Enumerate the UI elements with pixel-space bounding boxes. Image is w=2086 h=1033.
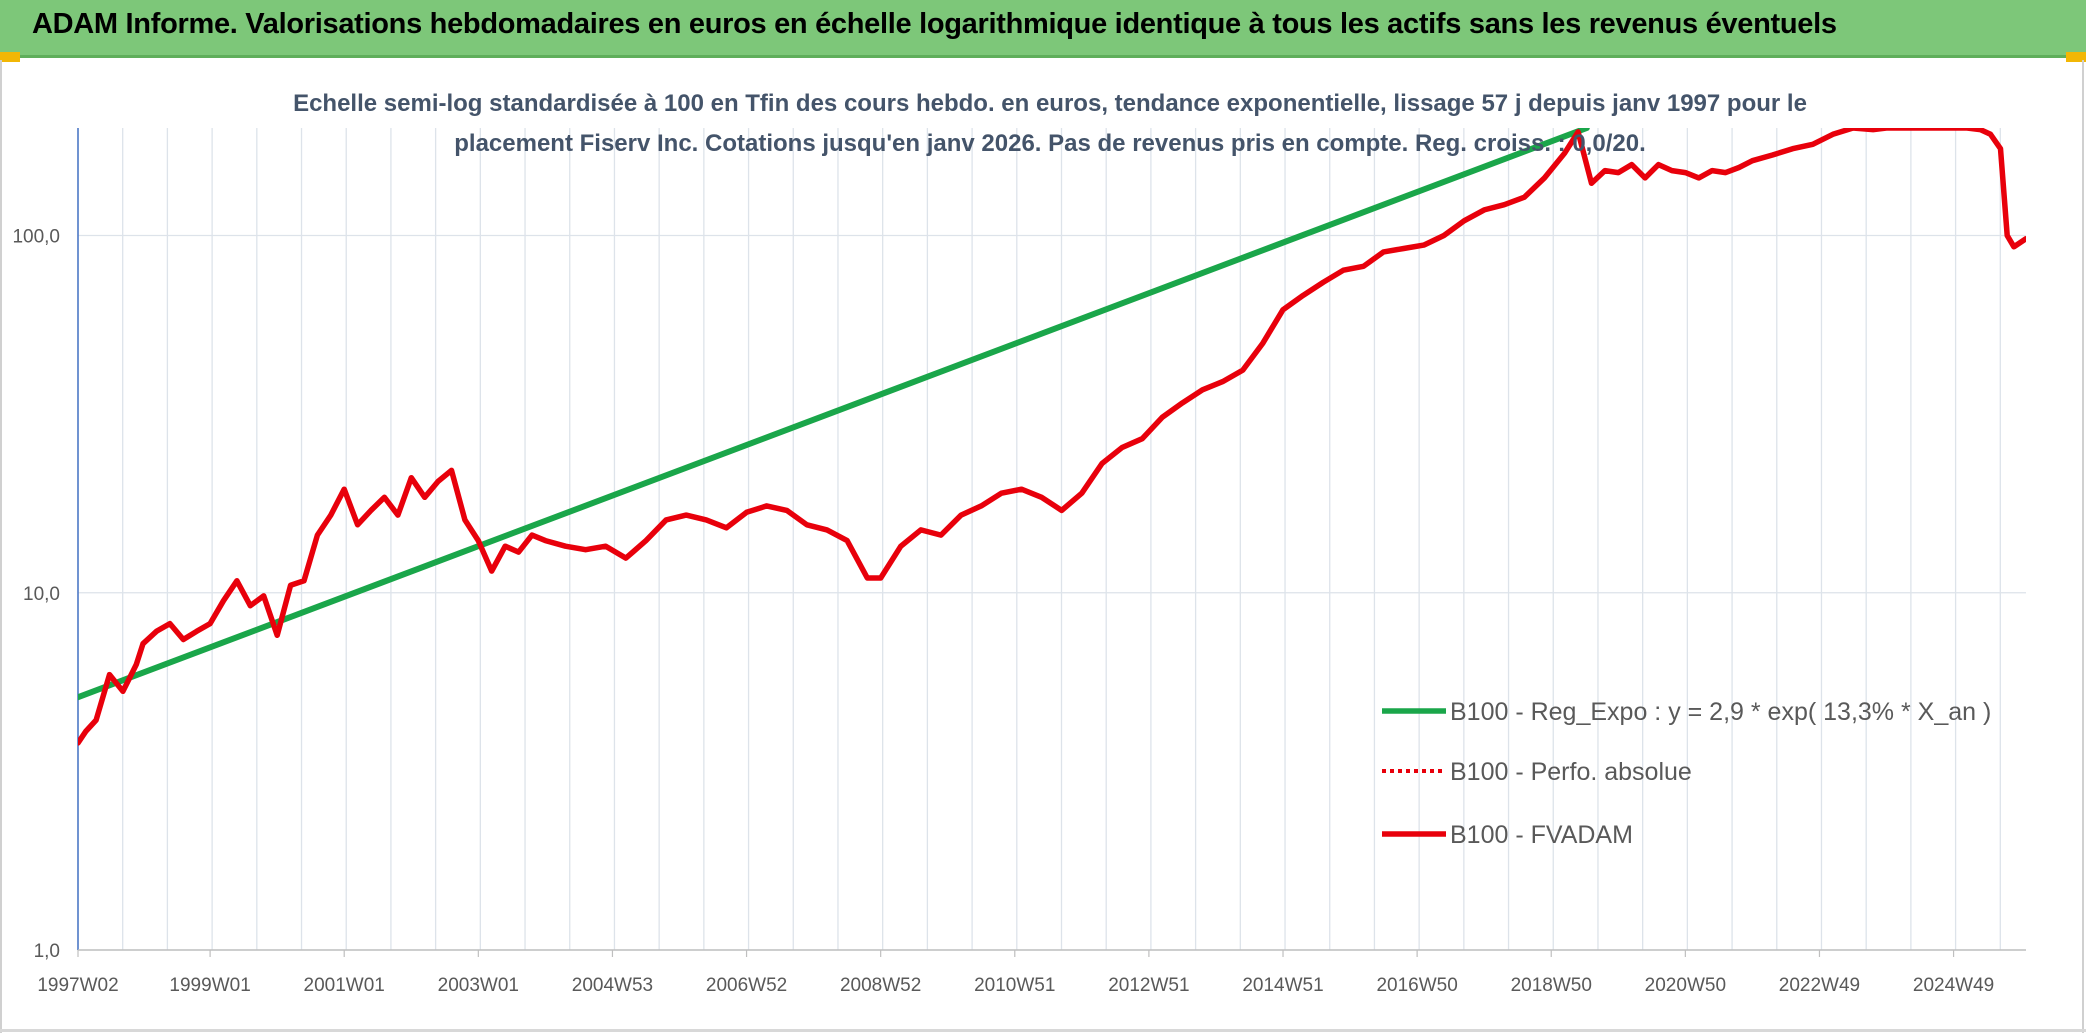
x-tick-label-13: 2022W49 (1779, 975, 1860, 996)
x-tick-label-3: 2003W01 (438, 975, 519, 996)
x-tick-label-0: 1997W02 (37, 975, 118, 996)
legend: B100 - Reg_Expo : y = 2,9 * exp( 13,3% *… (1382, 698, 1991, 849)
x-tick-label-2: 2001W01 (304, 975, 385, 996)
x-tick-label-7: 2010W51 (974, 975, 1055, 996)
x-tick-label-1: 1999W01 (169, 975, 250, 996)
corner-marker-right (2066, 52, 2086, 62)
x-tick-label-6: 2008W52 (840, 975, 921, 996)
price-series-line (78, 128, 2026, 746)
header-banner: ADAM Informe. Valorisations hebdomadaire… (0, 0, 2086, 58)
x-tick-label-12: 2020W50 (1645, 975, 1726, 996)
frame-border-left (0, 60, 2, 1033)
legend-label-0: B100 - Reg_Expo : y = 2,9 * exp( 13,3% *… (1450, 698, 1991, 726)
page-title: ADAM Informe. Valorisations hebdomadaire… (32, 8, 1837, 40)
corner-marker-left (0, 52, 20, 62)
x-tick-label-14: 2024W49 (1913, 975, 1994, 996)
legend-label-1: B100 - Perfo. absolue (1450, 758, 1692, 786)
legend-label-2: B100 - FVADAM (1450, 821, 1633, 849)
chart-title-line-2: placement Fiserv Inc. Cotations jusqu'en… (454, 130, 1646, 157)
x-tick-label-10: 2016W50 (1376, 975, 1457, 996)
x-tick-label-11: 2018W50 (1511, 975, 1592, 996)
x-tick-label-9: 2014W51 (1242, 975, 1323, 996)
y-tick-label-0: 1,0 (34, 941, 60, 962)
frame-border-right (2082, 60, 2084, 1033)
chart-title: Echelle semi-log standardisée à 100 en T… (260, 84, 1840, 164)
series (78, 128, 2026, 746)
axes: 1,0 10,0 100,0 1997W02 1999W01 2001W01 2003W01… (12, 128, 2026, 996)
chart-title-line-1: Echelle semi-log standardisée à 100 en T… (293, 90, 1807, 117)
x-tick-label-8: 2012W51 (1108, 975, 1189, 996)
y-tick-label-2: 100,0 (12, 227, 60, 248)
y-tick-label-1: 10,0 (23, 584, 60, 605)
frame-border-bottom (0, 1029, 2086, 1032)
trend-line (78, 128, 1590, 701)
grid (77, 128, 2026, 951)
x-tick-label-5: 2006W52 (706, 975, 787, 996)
x-tick-label-4: 2004W53 (572, 975, 653, 996)
